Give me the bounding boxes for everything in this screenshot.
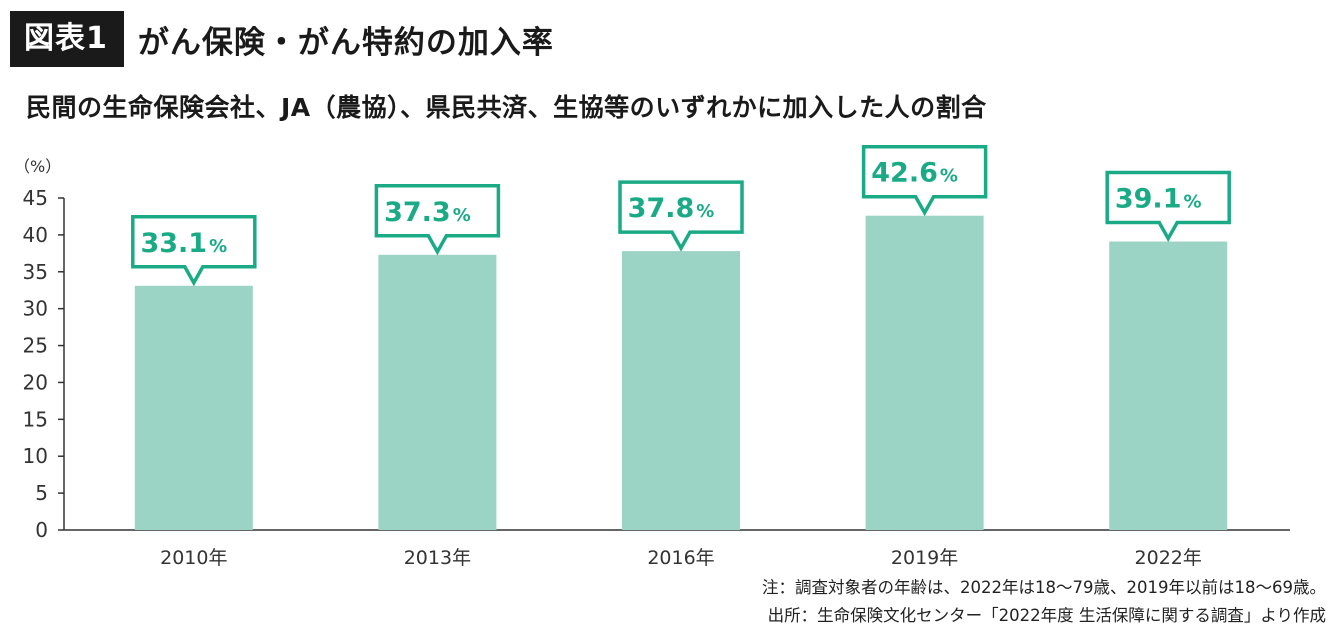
footnote: 注：調査対象者の年齢は、2022年は18〜79歳、2019年以前は18〜69歳。 [762,578,1326,597]
bar [622,251,740,530]
y-tick-label: 5 [35,481,48,505]
notes-block: 注：調査対象者の年齢は、2022年は18〜79歳、2019年以前は18〜69歳。… [762,574,1326,630]
y-unit-label: （%） [14,157,61,176]
figure-header: 図表1 がん保険・がん特約の加入率 [10,10,554,68]
y-tick-label: 0 [35,518,48,542]
y-tick-label: 45 [23,186,48,210]
bar [134,285,253,530]
y-tick-label: 15 [23,407,48,431]
data-label-callout [374,184,501,256]
x-tick-label: 2010年 [160,547,227,569]
figure-badge: 図表1 [10,11,124,67]
figure-title: がん保険・がん特約の加入率 [137,24,554,61]
bar [865,215,984,530]
x-tick-label: 2022年 [1135,547,1202,569]
data-label: 37.8% [628,193,715,224]
data-label-callout [618,180,744,252]
bar [378,254,497,530]
data-label-callout [1105,170,1231,243]
source-note: 出所：生命保険文化センター「2022年度 生活保障に関する調査」より作成 [767,606,1326,625]
data-label: 37.3% [384,197,471,228]
data-label-callout [861,144,988,217]
y-tick-label: 35 [23,260,48,284]
y-tick-label: 25 [23,334,48,358]
y-tick-label: 10 [23,444,48,468]
data-label-callout [131,215,257,287]
bar [1109,241,1228,531]
data-label: 39.1% [1115,184,1202,215]
x-tick-label: 2019年 [891,547,958,569]
x-tick-label: 2013年 [404,547,471,569]
y-tick-label: 30 [23,297,48,321]
y-tick-label: 20 [23,370,48,394]
data-label: 33.1% [140,228,227,259]
chart-subtitle: 民間の生命保険会社、JA（農協）、県民共済、生協等のいずれかに加入した人の割合 [26,93,987,122]
y-tick-label: 40 [23,223,48,247]
data-label: 42.6% [871,158,958,189]
x-tick-label: 2016年 [647,547,714,569]
